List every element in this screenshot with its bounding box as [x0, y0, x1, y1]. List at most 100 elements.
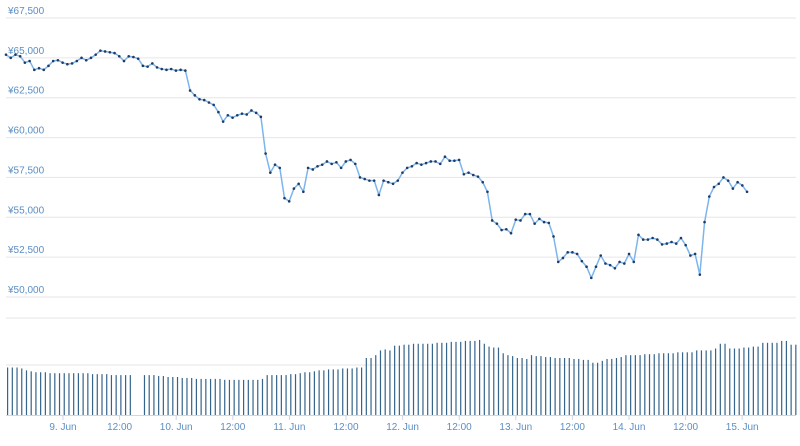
- price-point: [231, 116, 234, 119]
- price-point: [698, 273, 702, 276]
- price-point: [174, 69, 178, 72]
- price-point: [89, 56, 93, 60]
- price-point: [207, 101, 211, 104]
- price-point: [283, 196, 286, 200]
- volume-bar: [21, 368, 23, 415]
- price-point: [575, 252, 579, 256]
- price-point: [646, 238, 650, 241]
- x-tick-label: 14. Jun: [613, 422, 646, 433]
- volume-bar: [257, 379, 259, 415]
- volume-bar: [148, 375, 150, 415]
- price-point: [297, 182, 300, 186]
- volume-bar: [261, 378, 264, 415]
- volume-bar: [422, 343, 424, 415]
- volume-bar: [474, 340, 476, 415]
- price-point: [623, 262, 626, 265]
- volume-bar: [559, 358, 561, 415]
- price-point: [372, 179, 376, 182]
- volume-bar: [30, 371, 32, 415]
- volume-bar: [785, 340, 787, 415]
- volume-bar: [167, 377, 169, 415]
- volume-bar: [365, 358, 367, 415]
- volume-bar: [554, 358, 556, 415]
- volume-bar: [526, 358, 528, 415]
- x-tick-label: 9. Jun: [49, 422, 76, 433]
- volume-bar: [195, 378, 197, 415]
- price-point: [235, 113, 239, 117]
- volume-bar: [280, 375, 282, 415]
- price-point: [523, 212, 527, 216]
- volume-bar: [384, 349, 386, 415]
- price-point: [509, 231, 513, 235]
- price-point: [302, 190, 305, 194]
- price-point: [674, 242, 678, 245]
- volume-bar: [781, 340, 783, 415]
- price-point: [287, 200, 291, 203]
- price-point: [405, 166, 409, 170]
- x-tick-label: 12:00: [220, 422, 245, 433]
- price-point: [637, 233, 640, 237]
- price-point: [618, 260, 621, 264]
- price-point: [155, 66, 159, 69]
- price-point: [14, 53, 17, 56]
- price-point: [505, 227, 508, 231]
- volume-bar: [247, 379, 249, 415]
- volume-bar: [606, 358, 608, 415]
- volume-bar: [398, 345, 400, 415]
- price-point: [552, 235, 555, 238]
- volume-bar: [483, 343, 485, 415]
- volume-bar: [120, 375, 122, 415]
- price-point: [103, 50, 107, 53]
- price-point: [269, 171, 272, 174]
- price-point: [122, 59, 126, 63]
- volume-bar: [469, 340, 471, 415]
- price-point: [4, 53, 8, 56]
- price-point: [273, 163, 277, 166]
- volume-bar: [110, 375, 113, 415]
- volume-bars: [7, 339, 800, 415]
- price-point: [556, 260, 560, 264]
- price-point: [99, 49, 102, 52]
- price-point: [353, 162, 357, 166]
- volume-bar: [431, 343, 433, 415]
- price-point: [476, 175, 480, 178]
- price-point: [424, 161, 428, 165]
- volume-bar: [40, 372, 42, 415]
- price-point: [47, 64, 50, 68]
- volume-bar: [176, 377, 179, 415]
- price-point: [80, 56, 83, 60]
- price-line: [5, 49, 748, 279]
- price-point: [75, 59, 79, 63]
- price-point: [217, 110, 220, 114]
- price-point: [330, 162, 333, 166]
- price-point: [202, 98, 206, 102]
- price-point: [245, 113, 249, 116]
- volume-bar: [790, 344, 792, 415]
- volume-bar: [332, 369, 334, 415]
- price-point: [481, 180, 485, 184]
- price-point: [28, 59, 31, 63]
- price-point: [632, 260, 636, 264]
- price-point: [33, 68, 36, 72]
- volume-bar: [162, 376, 164, 415]
- volume-bar: [82, 373, 84, 415]
- volume-bar: [672, 353, 674, 415]
- volume-bar: [766, 342, 769, 415]
- volume-bar: [625, 355, 627, 415]
- price-point: [731, 187, 735, 190]
- volume-bar: [549, 357, 551, 415]
- price-point: [368, 179, 371, 182]
- price-point: [415, 161, 418, 165]
- volume-bar: [356, 367, 358, 415]
- volume-bar: [488, 346, 490, 415]
- volume-bar: [729, 348, 731, 415]
- volume-bar: [493, 347, 495, 415]
- volume-bar: [530, 355, 533, 415]
- price-point: [363, 177, 367, 181]
- volume-bar: [238, 379, 240, 415]
- price-point: [547, 221, 551, 225]
- volume-bar: [512, 356, 514, 415]
- price-point: [599, 254, 603, 257]
